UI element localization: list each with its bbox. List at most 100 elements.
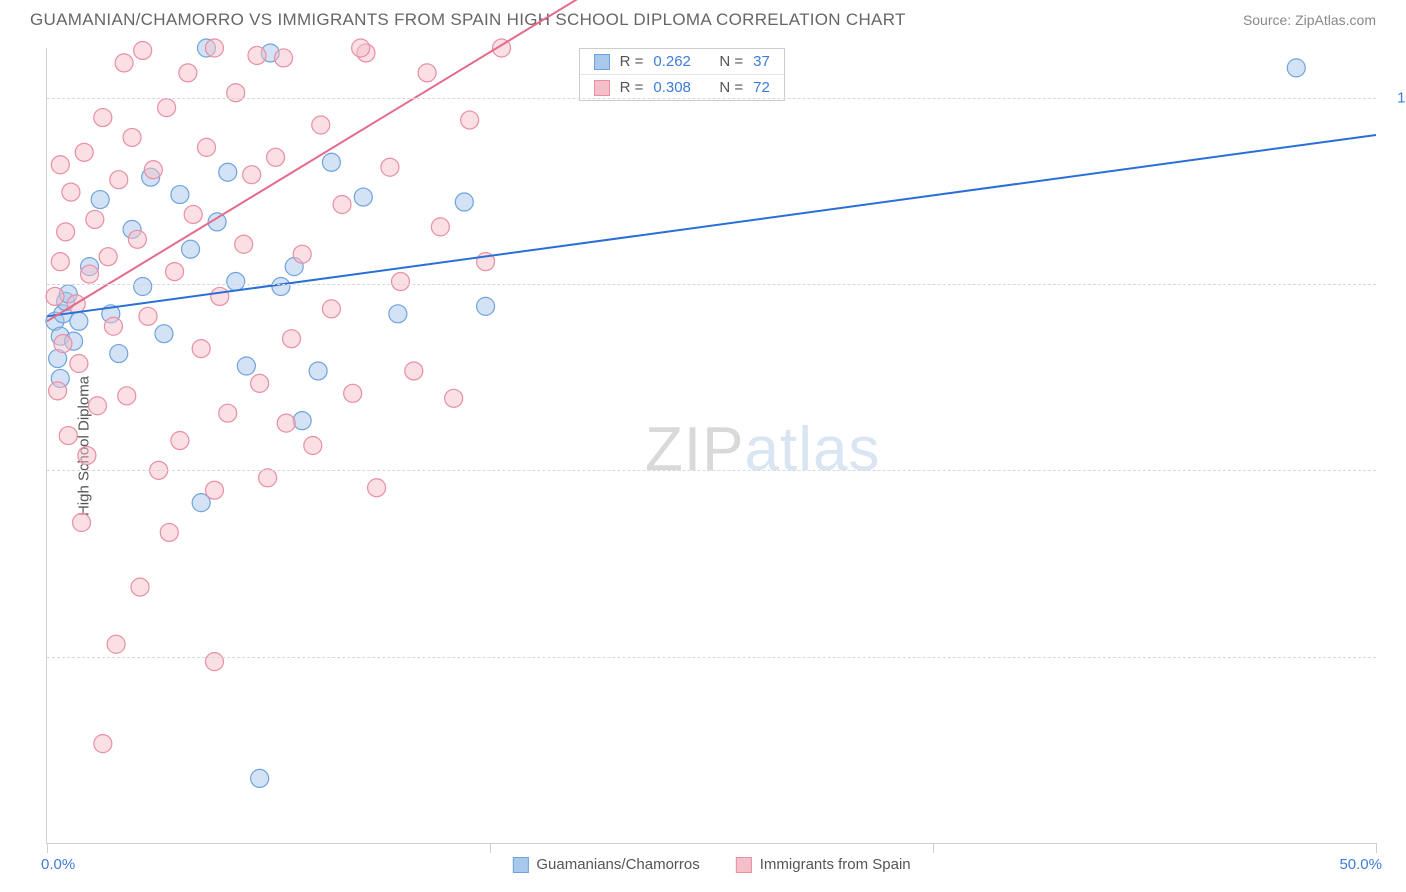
data-point (275, 49, 293, 67)
data-point (219, 404, 237, 422)
series-legend: Guamanians/Chamorros Immigrants from Spai… (512, 856, 910, 873)
data-point (139, 307, 157, 325)
data-point (158, 99, 176, 117)
data-point (283, 330, 301, 348)
data-point (344, 384, 362, 402)
data-point (354, 188, 372, 206)
data-point (235, 235, 253, 253)
data-point (182, 240, 200, 258)
n-value: 37 (753, 53, 770, 70)
data-point (293, 245, 311, 263)
data-point (75, 143, 93, 161)
data-point (211, 287, 229, 305)
grid-line (47, 657, 1376, 658)
data-point (144, 161, 162, 179)
data-point (418, 64, 436, 82)
n-label: N = (719, 79, 743, 96)
r-label: R = (620, 53, 644, 70)
data-point (455, 193, 473, 211)
data-point (131, 578, 149, 596)
data-point (179, 64, 197, 82)
data-point (312, 116, 330, 134)
legend-label: Immigrants from Spain (760, 856, 911, 873)
data-point (277, 414, 295, 432)
data-point (94, 735, 112, 753)
legend-swatch (736, 857, 752, 873)
data-point (166, 263, 184, 281)
x-tick (933, 843, 934, 853)
legend-item: Guamanians/Chamorros (512, 856, 699, 873)
data-point (352, 39, 370, 57)
data-point (237, 357, 255, 375)
data-point (259, 469, 277, 487)
data-point (62, 183, 80, 201)
data-point (293, 412, 311, 430)
data-point (70, 312, 88, 330)
data-point (197, 138, 215, 156)
data-point (110, 171, 128, 189)
data-point (46, 287, 64, 305)
data-point (118, 387, 136, 405)
data-point (81, 265, 99, 283)
x-axis-min-label: 0.0% (41, 856, 75, 873)
data-point (171, 432, 189, 450)
data-point (184, 205, 202, 223)
correlation-legend-row: R = 0.308 N = 72 (580, 75, 784, 100)
data-point (91, 191, 109, 209)
scatter-svg (47, 48, 1376, 843)
data-point (171, 186, 189, 204)
data-point (227, 84, 245, 102)
data-point (431, 218, 449, 236)
data-point (267, 148, 285, 166)
data-point (405, 362, 423, 380)
data-point (461, 111, 479, 129)
data-point (243, 166, 261, 184)
data-point (107, 635, 125, 653)
r-label: R = (620, 79, 644, 96)
data-point (59, 427, 77, 445)
data-point (110, 345, 128, 363)
data-point (51, 253, 69, 271)
r-value: 0.308 (653, 79, 701, 96)
data-point (160, 523, 178, 541)
data-point (368, 479, 386, 497)
data-point (381, 158, 399, 176)
legend-label: Guamanians/Chamorros (536, 856, 699, 873)
data-point (322, 300, 340, 318)
data-point (219, 163, 237, 181)
data-point (134, 278, 152, 296)
r-value: 0.262 (653, 53, 701, 70)
data-point (272, 278, 290, 296)
legend-swatch (594, 80, 610, 96)
data-point (115, 54, 133, 72)
data-point (86, 210, 104, 228)
legend-item: Immigrants from Spain (736, 856, 911, 873)
x-tick (47, 843, 48, 853)
data-point (128, 230, 146, 248)
data-point (51, 156, 69, 174)
data-point (89, 397, 107, 415)
data-point (104, 317, 122, 335)
y-tick-label: 100.0% (1384, 89, 1406, 106)
data-point (1287, 59, 1305, 77)
grid-line (47, 470, 1376, 471)
data-point (70, 355, 88, 373)
chart-title: GUAMANIAN/CHAMORRO VS IMMIGRANTS FROM SP… (30, 10, 906, 30)
data-point (248, 46, 266, 64)
data-point (99, 248, 117, 266)
grid-line (47, 98, 1376, 99)
n-value: 72 (753, 79, 770, 96)
data-point (57, 223, 75, 241)
n-label: N = (719, 53, 743, 70)
x-tick (1376, 843, 1377, 853)
data-point (54, 335, 72, 353)
data-point (205, 39, 223, 57)
data-point (251, 374, 269, 392)
data-point (205, 653, 223, 671)
data-point (192, 340, 210, 358)
data-point (392, 273, 410, 291)
data-point (251, 769, 269, 787)
chart-plot-area: ZIPatlas R =0.262N =37R =0.308N =72 Guam… (46, 48, 1376, 844)
source-attribution: Source: ZipAtlas.com (1243, 12, 1376, 28)
data-point (123, 128, 141, 146)
